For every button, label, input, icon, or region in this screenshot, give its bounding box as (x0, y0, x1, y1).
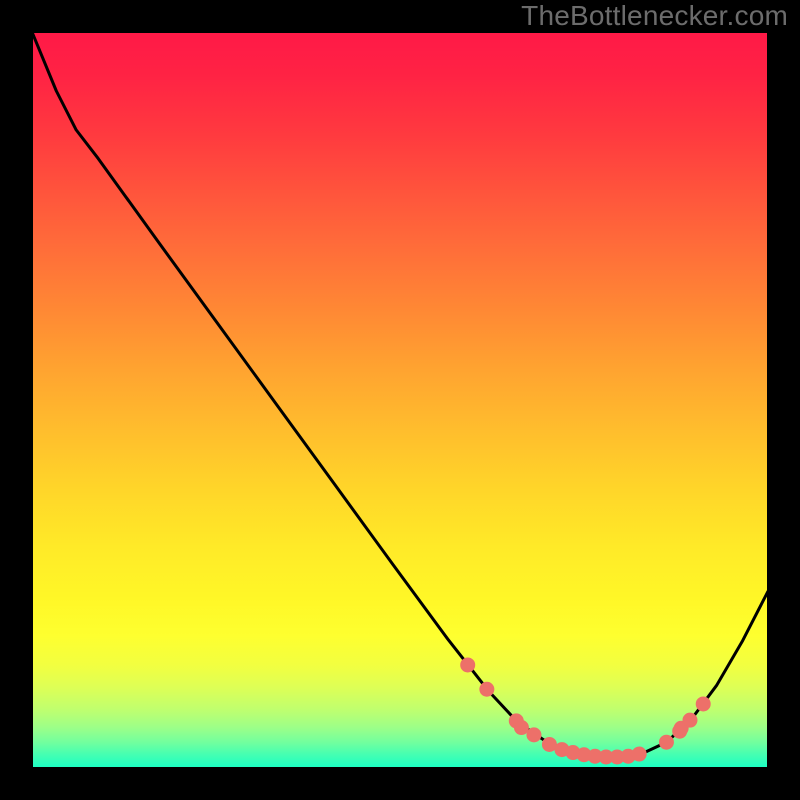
marker-dot (461, 658, 475, 672)
gradient-background (32, 32, 768, 768)
marker-dot (480, 682, 494, 696)
marker-dot (632, 747, 646, 761)
marker-dot (542, 737, 556, 751)
watermark-label: TheBottlenecker.com (521, 0, 788, 32)
chart-svg (0, 0, 800, 800)
chart-container: TheBottlenecker.com (0, 0, 800, 800)
marker-dot (514, 721, 528, 735)
marker-dot (696, 697, 710, 711)
marker-dot (683, 713, 697, 727)
marker-dot (527, 728, 541, 742)
marker-dot (659, 735, 673, 749)
